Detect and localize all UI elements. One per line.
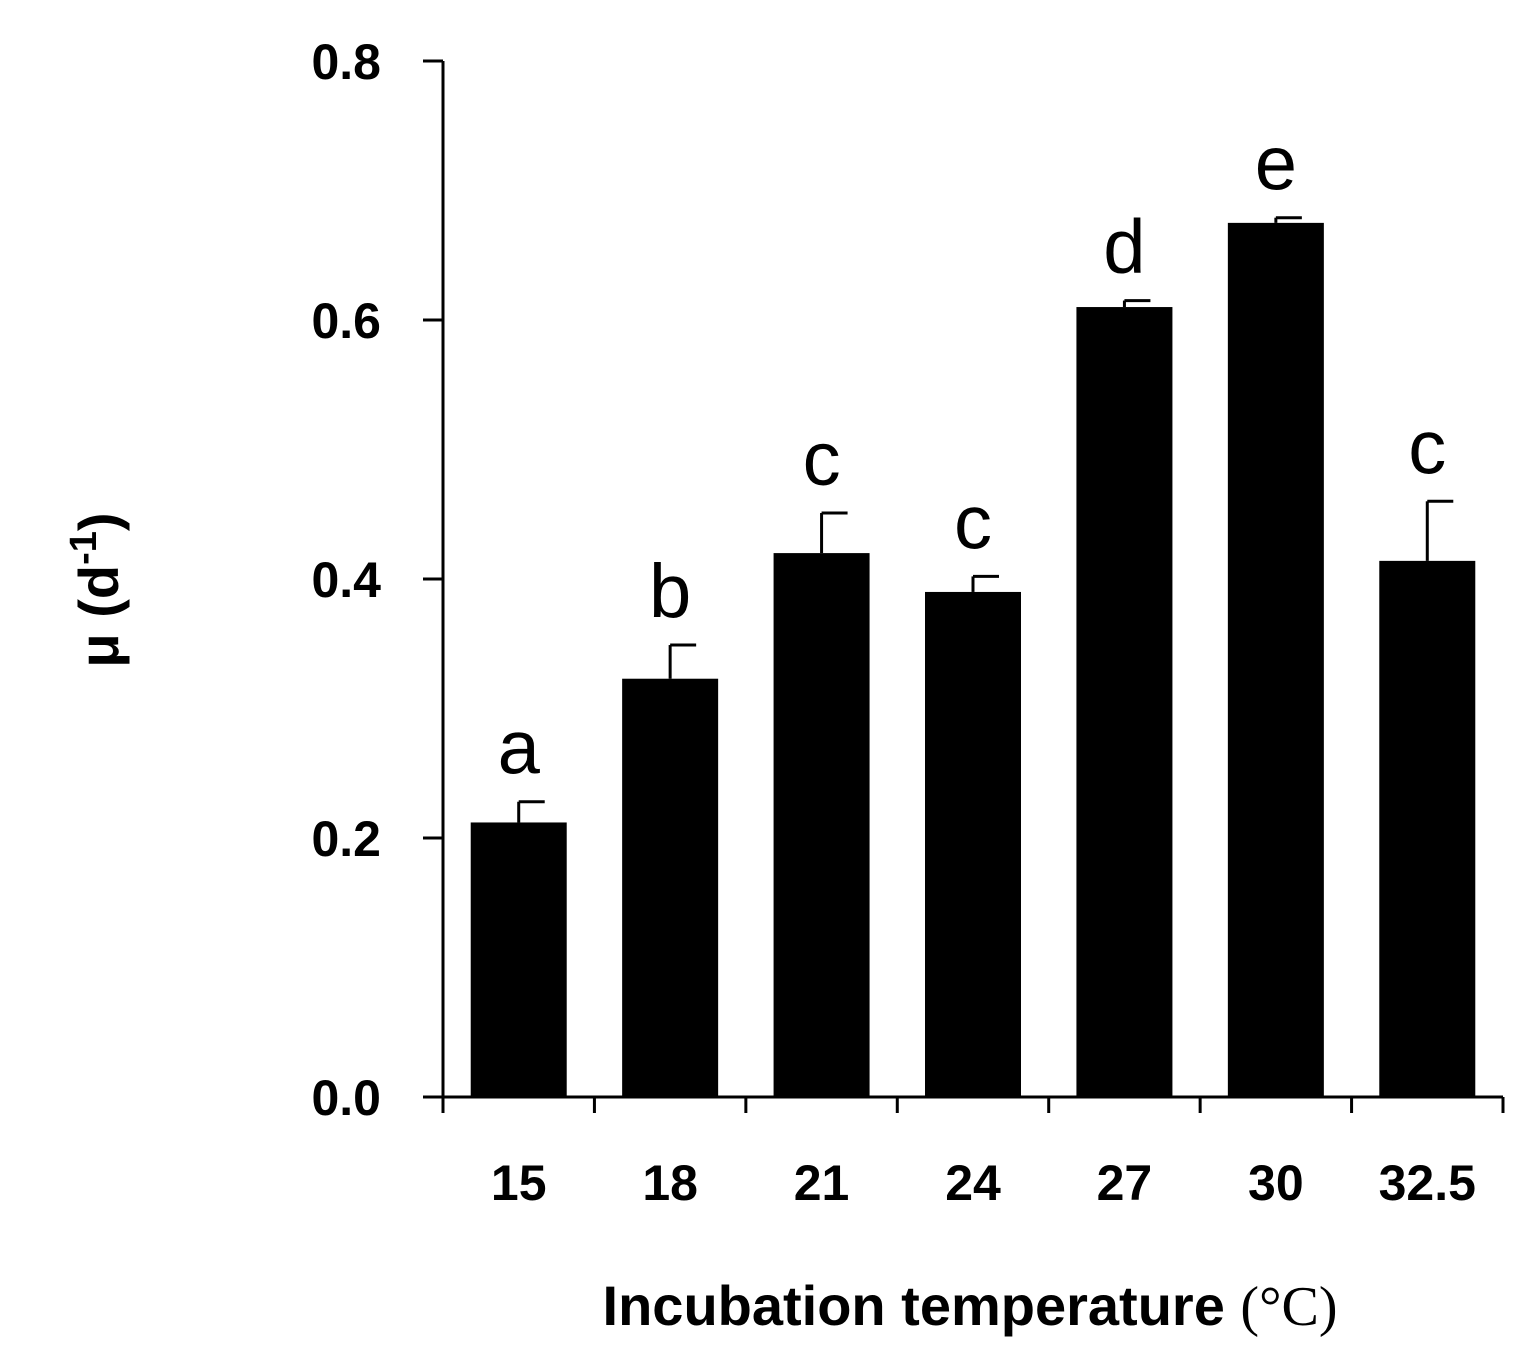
x-axis-title: Incubation temperature (°C)	[603, 1274, 1338, 1338]
significance-letter: c	[803, 417, 841, 502]
bar	[622, 678, 719, 1097]
bar	[1379, 560, 1476, 1097]
y-tick-label: 0.4	[311, 552, 381, 608]
x-tick-label: 21	[794, 1155, 850, 1211]
x-axis-unit: (°C)	[1240, 1276, 1337, 1338]
x-tick-label: 18	[642, 1155, 698, 1211]
y-axis-title: μ (d-1)	[63, 512, 130, 667]
significance-letter: a	[498, 706, 541, 791]
y-tick-label: 0.0	[311, 1070, 381, 1126]
significance-letter: c	[1408, 405, 1446, 490]
y-tick-label: 0.2	[311, 811, 381, 867]
x-ticks-layer: 15 18 21 24 27 30 32.5	[441, 1097, 1505, 1211]
bar	[1227, 222, 1324, 1097]
significance-letter: e	[1255, 122, 1297, 207]
y-tick-label: 0.6	[311, 293, 381, 349]
y-tick-label: 0.8	[311, 34, 381, 90]
significance-letter: d	[1103, 205, 1145, 290]
x-tick-label: 27	[1097, 1155, 1153, 1211]
significance-letter: c	[954, 480, 992, 565]
bar	[470, 822, 567, 1097]
x-tick-label: 32.5	[1379, 1155, 1476, 1211]
significance-letter: b	[649, 549, 691, 634]
bar	[773, 553, 870, 1097]
error-bars-layer	[517, 216, 1454, 823]
x-tick-label: 30	[1248, 1155, 1304, 1211]
y-axis-title-superscript: -1	[63, 531, 105, 565]
x-tick-label: 15	[491, 1155, 547, 1211]
bar	[925, 591, 1021, 1097]
significance-labels-layer: a b c c d e c	[498, 122, 1447, 791]
x-tick-label: 24	[945, 1155, 1001, 1211]
bar	[1076, 307, 1173, 1097]
y-ticks-layer: 0.0 0.2 0.4 0.6 0.8	[311, 34, 443, 1126]
bars-layer	[470, 222, 1476, 1097]
